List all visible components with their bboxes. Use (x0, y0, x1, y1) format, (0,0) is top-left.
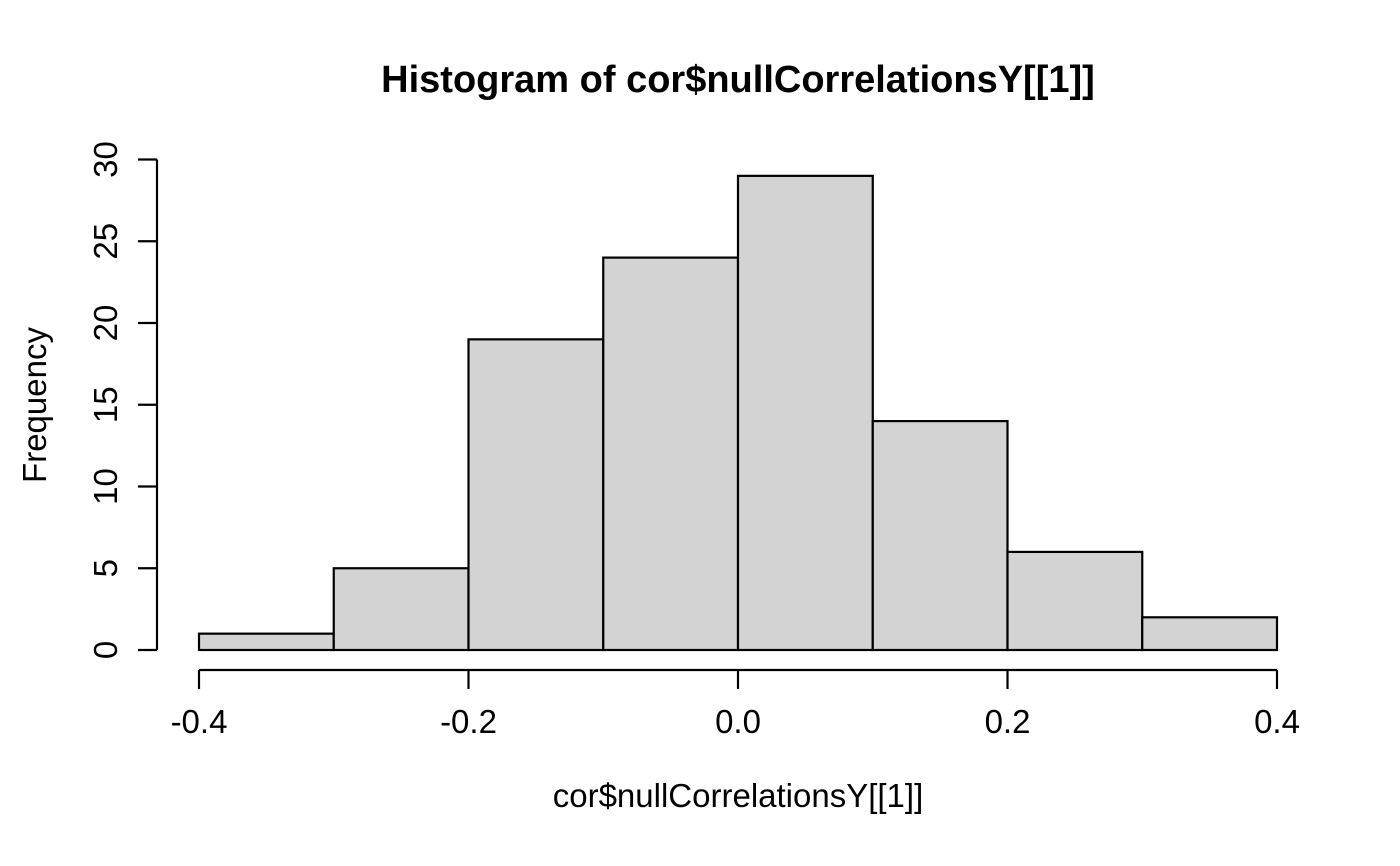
y-tick-label: 15 (87, 386, 124, 423)
x-tick-label: -0.4 (171, 703, 228, 740)
y-axis-label: Frequency (16, 327, 53, 483)
y-tick-label: 30 (87, 141, 124, 178)
y-tick-label: 25 (87, 223, 124, 260)
y-tick-label: 0 (87, 641, 124, 659)
histogram-bar (871, 420, 1009, 652)
histogram-bar (467, 338, 605, 652)
histogram-bar (1006, 550, 1144, 652)
bars-group (197, 174, 1279, 652)
x-axis-label: cor$nullCorrelationsY[[1]] (553, 777, 924, 814)
y-tick-label: 10 (87, 468, 124, 505)
histogram-bar (602, 256, 740, 652)
histogram-bar (197, 632, 335, 652)
x-tick-label: 0.2 (985, 703, 1031, 740)
x-tick-label: 0.4 (1254, 703, 1300, 740)
y-tick-label: 20 (87, 305, 124, 342)
histogram-bar (1141, 616, 1279, 652)
chart-title: Histogram of cor$nullCorrelationsY[[1]] (381, 59, 1095, 101)
x-tick-label: 0.0 (715, 703, 761, 740)
histogram-bar (736, 174, 874, 652)
y-tick-label: 5 (87, 559, 124, 577)
histogram-bar (332, 567, 470, 652)
axes-group: 0 5 10 15 20 25 30 -0.4 -0.2 0.0 0.2 0.4 (87, 141, 1300, 740)
x-tick-label: -0.2 (440, 703, 497, 740)
